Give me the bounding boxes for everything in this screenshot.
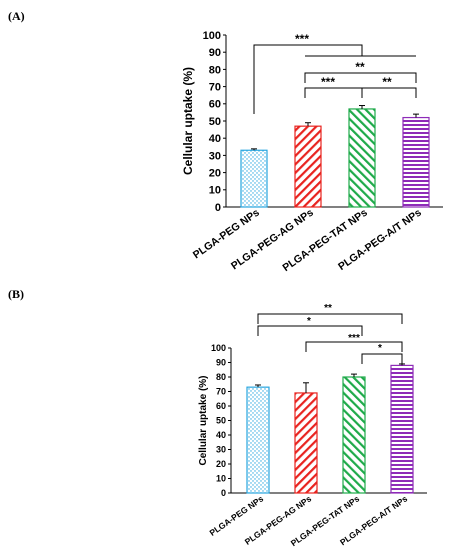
y-tick-label: 20 bbox=[216, 459, 226, 469]
y-tick-label: 30 bbox=[216, 445, 226, 455]
y-axis-title: Cellular uptake (%) bbox=[198, 375, 209, 465]
y-tick-label: 50 bbox=[209, 116, 221, 128]
significance-label: *** bbox=[295, 32, 309, 46]
y-tick-label: 40 bbox=[209, 133, 221, 145]
chart-panel-a: (A) 0 10 20 30 40 50 60 70 80 90 100 Cellular uptake… bbox=[8, 9, 443, 274]
bar bbox=[294, 392, 318, 494]
significance-label: * bbox=[378, 343, 382, 354]
y-tick-label: 90 bbox=[216, 358, 226, 368]
y-tick-label: 40 bbox=[216, 430, 226, 440]
y-tick-label: 60 bbox=[209, 99, 221, 111]
bar bbox=[342, 376, 366, 494]
significance-bracket bbox=[304, 72, 417, 83]
y-tick-label: 20 bbox=[209, 167, 221, 179]
y-tick-label: 80 bbox=[216, 372, 226, 382]
panel-label: (A) bbox=[8, 9, 25, 23]
panel-label: (B) bbox=[8, 287, 24, 301]
y-tick-label: 90 bbox=[209, 47, 221, 59]
y-tick-label: 60 bbox=[216, 401, 226, 411]
significance-label: ** bbox=[324, 303, 332, 314]
significance-bracket bbox=[257, 313, 403, 324]
bar bbox=[348, 108, 376, 208]
significance-label: * bbox=[307, 316, 311, 327]
y-tick-label: 0 bbox=[221, 488, 226, 498]
y-tick-label: 70 bbox=[216, 387, 226, 397]
bar bbox=[246, 386, 270, 494]
significance-bracket bbox=[305, 341, 403, 352]
significance-bracket bbox=[253, 44, 363, 114]
significance-bracket bbox=[257, 325, 363, 336]
bar bbox=[390, 364, 414, 494]
y-tick-label: 100 bbox=[203, 30, 221, 42]
significance-label: *** bbox=[321, 75, 335, 89]
bar bbox=[402, 116, 430, 208]
bar bbox=[294, 125, 322, 208]
y-tick-label: 100 bbox=[211, 343, 226, 353]
y-tick-label: 10 bbox=[216, 474, 226, 484]
significance-bracket bbox=[304, 87, 363, 98]
y-tick-label: 50 bbox=[216, 416, 226, 426]
significance-bracket bbox=[361, 87, 417, 98]
y-tick-label: 80 bbox=[209, 64, 221, 76]
significance-label: ** bbox=[355, 60, 365, 74]
significance-bracket bbox=[361, 353, 403, 364]
y-tick-label: 10 bbox=[209, 185, 221, 197]
bar bbox=[240, 149, 268, 208]
y-tick-label: 0 bbox=[215, 202, 221, 214]
significance-label: ** bbox=[382, 75, 392, 89]
y-tick-label: 30 bbox=[209, 150, 221, 162]
y-axis-title: Cellular uptake (%) bbox=[181, 67, 195, 175]
chart-panel-b: (B) 0 10 20 30 40 50 60 70 80 90 100 Cellular uptake… bbox=[8, 287, 427, 548]
y-tick-label: 70 bbox=[209, 81, 221, 93]
significance-label: *** bbox=[348, 333, 360, 344]
